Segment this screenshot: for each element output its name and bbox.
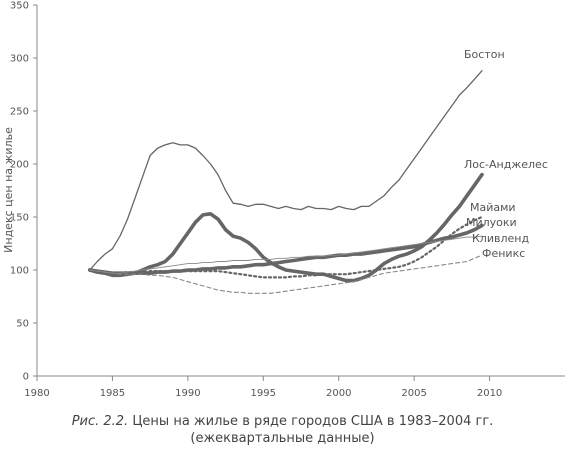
series-label-5: Кливленд <box>472 232 529 245</box>
series-line-4 <box>88 223 484 275</box>
series-label-2: Лос-Анджелес <box>464 158 548 171</box>
figure-caption: Рис. 2.2. Цены на жилье в ряде городов С… <box>0 413 565 447</box>
house-price-chart: 0 50 100 150 200 250 300 350 1980 1985 1990 1995 200… <box>2 1 565 399</box>
series-line-6 <box>89 254 483 294</box>
y-tick-label: 100 <box>10 266 29 277</box>
y-tick-label: 350 <box>10 1 29 12</box>
x-tick-label: 1985 <box>100 388 125 399</box>
x-tick-label: 2000 <box>326 388 351 399</box>
x-tick-label: 2005 <box>401 388 426 399</box>
caption-title: Цены на жилье в ряде городов США в 1983–… <box>132 414 494 429</box>
y-tick-label: 50 <box>16 319 29 330</box>
series-label-3: Майами <box>470 201 516 214</box>
chart-series-labels: Бостон Лос-Анджелес Майами Милуоки Кливленд Ф… <box>464 48 548 260</box>
caption-title-line: Рис. 2.2. Цены на жилье в ряде городов С… <box>0 413 565 430</box>
x-tick-label: 1980 <box>24 388 49 399</box>
y-tick-label: 200 <box>10 160 29 171</box>
series-label-1: Бостон <box>464 48 505 61</box>
series-line-5 <box>89 235 483 274</box>
x-tick-label: 1995 <box>251 388 276 399</box>
chart-series <box>88 70 484 294</box>
y-tick-label: 300 <box>10 54 29 65</box>
chart-axes: 0 50 100 150 200 250 300 350 1980 1985 1990 1995 200… <box>10 1 565 399</box>
series-line-1 <box>89 70 483 271</box>
caption-subtitle: (ежеквартальные данные) <box>190 431 375 446</box>
x-tick-label: 2010 <box>477 388 502 399</box>
y-axis-label: Индекс цен на жилье <box>2 127 15 253</box>
y-tick-label: 250 <box>10 107 29 118</box>
caption-prefix: Рис. 2.2. <box>71 414 129 429</box>
series-label-6: Феникс <box>482 247 525 260</box>
x-tick-label: 1990 <box>175 388 200 399</box>
y-tick-label: 0 <box>23 372 29 383</box>
series-label-4: Милуоки <box>466 216 517 229</box>
series-line-2 <box>88 172 484 283</box>
y-tick-label: 150 <box>10 213 29 224</box>
